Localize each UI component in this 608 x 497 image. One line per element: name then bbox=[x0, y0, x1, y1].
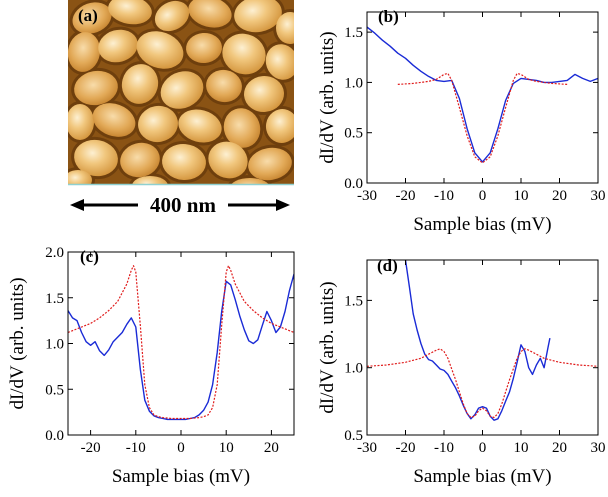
y-axis-label: dI/dV (arb. units) bbox=[317, 31, 338, 163]
y-tick-label: 0.5 bbox=[344, 428, 363, 444]
measured-curve-c bbox=[68, 273, 294, 421]
x-axis-label: Sample bias (mV) bbox=[413, 466, 551, 487]
y-axis-label: dI/dV (arb. units) bbox=[317, 281, 338, 413]
afm-grain bbox=[244, 75, 284, 113]
x-tick-label: 0 bbox=[479, 188, 487, 204]
x-tick-label: 30 bbox=[591, 440, 606, 456]
panel-tag-a: (a) bbox=[78, 6, 98, 25]
afm-grain bbox=[186, 32, 222, 64]
x-tick-label: 20 bbox=[552, 440, 567, 456]
y-tick-label: 1.5 bbox=[344, 25, 363, 41]
y-axis-label: dI/dV (arb. units) bbox=[7, 277, 28, 409]
x-tick-label: 30 bbox=[591, 188, 606, 204]
afm-grain bbox=[208, 141, 248, 179]
afm-grain bbox=[136, 31, 184, 69]
panel-tag-b: (b) bbox=[378, 7, 399, 26]
y-tick-label: 1.0 bbox=[45, 337, 64, 353]
afm-grain bbox=[276, 12, 294, 44]
panel-tag-d: (d) bbox=[377, 256, 398, 275]
spectrum-panel-b: -30 -20 -10 0 10 20 30 0.0 0.5 1.0 1.5 Sample bias … bbox=[317, 7, 606, 235]
afm-grain bbox=[120, 142, 160, 178]
afm-grain bbox=[178, 109, 222, 143]
afm-grain bbox=[108, 0, 152, 25]
afm-grain bbox=[74, 70, 118, 106]
afm-grain bbox=[188, 0, 232, 28]
x-tick-label: -30 bbox=[357, 440, 377, 456]
x-tick-label: 20 bbox=[264, 440, 279, 456]
x-tick-label: -30 bbox=[357, 188, 377, 204]
x-tick-label: 10 bbox=[219, 440, 234, 456]
scale-bar-right-arrow-icon bbox=[276, 199, 290, 211]
x-tick-label: -10 bbox=[434, 440, 454, 456]
y-tick-label: 0.0 bbox=[344, 176, 363, 192]
panel-tag-c: (c) bbox=[80, 247, 99, 266]
afm-grain bbox=[206, 69, 242, 103]
x-tick-label: -20 bbox=[396, 188, 416, 204]
y-tick-label: 1.5 bbox=[344, 293, 363, 309]
y-tick-label: 1.5 bbox=[45, 291, 64, 307]
plot-frame-c bbox=[67, 251, 295, 436]
afm-image-panel: (a) 400 nm bbox=[68, 0, 294, 217]
afm-grain bbox=[154, 0, 190, 32]
measured-curve-d bbox=[404, 260, 551, 421]
afm-topography-image bbox=[68, 0, 294, 185]
scale-bar-left-arrow-icon bbox=[70, 199, 84, 211]
y-tick-label: 0.5 bbox=[45, 382, 64, 398]
fit-curve-c bbox=[68, 265, 294, 420]
afm-grain bbox=[68, 170, 92, 185]
afm-grain bbox=[132, 176, 168, 185]
afm-grain bbox=[223, 108, 261, 148]
fit-curve-d bbox=[367, 348, 598, 419]
spectrum-panel-d: -30 -20 -10 0 10 20 30 0.5 1.0 1.5 Sample bias (mV… bbox=[317, 256, 606, 487]
y-tick-label: 0.0 bbox=[45, 428, 64, 444]
x-tick-label: -10 bbox=[434, 188, 454, 204]
scale-bar: 400 nm bbox=[70, 193, 290, 217]
x-tick-label: 10 bbox=[514, 440, 529, 456]
afm-grain bbox=[234, 0, 282, 33]
afm-grain bbox=[265, 109, 294, 143]
scale-bar-label: 400 nm bbox=[150, 193, 216, 217]
x-tick-label: 20 bbox=[552, 188, 567, 204]
afm-grain bbox=[68, 32, 101, 72]
x-tick-label: -10 bbox=[126, 440, 146, 456]
x-tick-label: 10 bbox=[514, 188, 529, 204]
afm-grain bbox=[162, 143, 206, 181]
afm-grain bbox=[222, 33, 266, 75]
afm-grain bbox=[230, 178, 270, 185]
y-tick-label: 1.0 bbox=[344, 75, 363, 91]
x-tick-label: 0 bbox=[479, 440, 487, 456]
plot-frame-b bbox=[366, 11, 599, 184]
y-tick-label: 1.0 bbox=[344, 361, 363, 377]
y-tick-label: 2.0 bbox=[45, 245, 64, 261]
measured-curve-b bbox=[367, 26, 598, 163]
afm-grain bbox=[121, 64, 159, 104]
x-axis-label: Sample bias (mV) bbox=[413, 214, 551, 235]
spectrum-panel-c: -20 -10 0 10 20 0.0 0.5 1.0 1.5 2.0 Sample bias (m… bbox=[7, 245, 295, 487]
afm-grain bbox=[98, 29, 138, 63]
x-axis-label: Sample bias (mV) bbox=[112, 466, 250, 487]
y-tick-label: 0.5 bbox=[344, 126, 363, 142]
afm-grain bbox=[160, 71, 204, 109]
afm-grain bbox=[72, 2, 112, 34]
x-tick-label: -20 bbox=[81, 440, 101, 456]
x-tick-label: 0 bbox=[177, 440, 185, 456]
afm-grain bbox=[74, 139, 118, 177]
spectra-panels: -30 -20 -10 0 10 20 30 0.0 0.5 1.0 1.5 Sample bias … bbox=[7, 7, 606, 487]
fit-curve-b bbox=[397, 72, 568, 164]
afm-grain bbox=[265, 44, 294, 80]
afm-grain bbox=[92, 103, 136, 137]
afm-grain bbox=[68, 104, 94, 140]
afm-grain bbox=[248, 147, 292, 181]
afm-grain bbox=[138, 105, 178, 143]
x-tick-label: -20 bbox=[396, 440, 416, 456]
